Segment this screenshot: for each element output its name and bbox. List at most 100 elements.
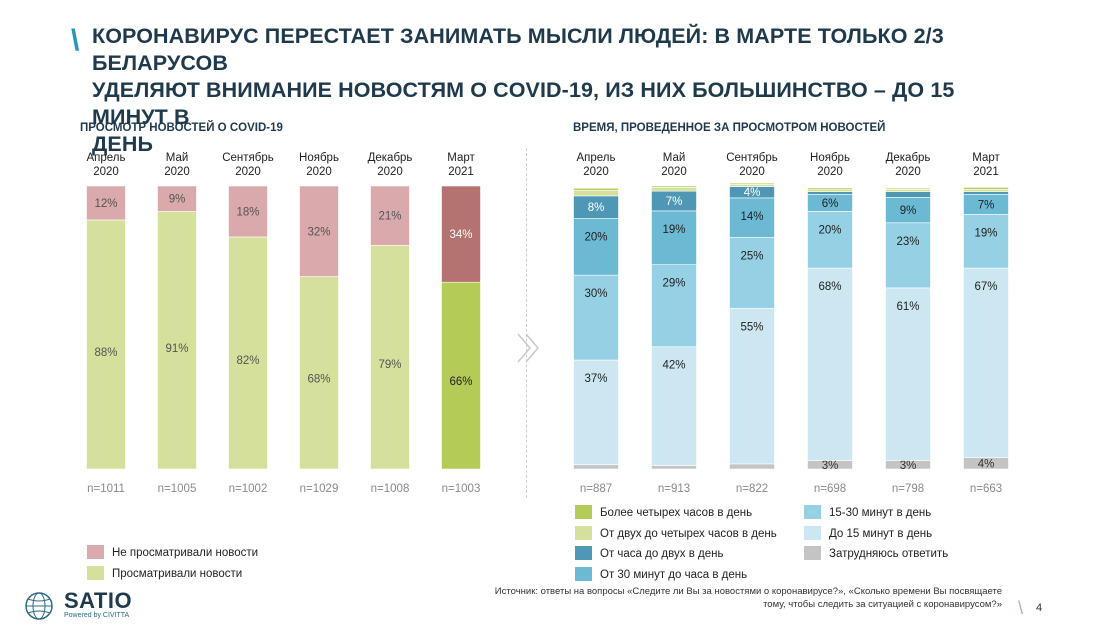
legend-swatch <box>87 545 104 559</box>
legend-item-m30to60: От 30 минут до часа в день <box>575 566 748 581</box>
legend-item-not-viewed: Не просматривали новости <box>87 545 258 559</box>
category-label: Декабрь <box>886 152 931 164</box>
category-label: Декабрь <box>368 152 413 164</box>
bar-segment <box>807 191 853 195</box>
category-label: 2020 <box>235 166 261 178</box>
category-label: Ноябрь <box>810 152 850 164</box>
category-label: 2021 <box>448 166 474 178</box>
legend-label: От 30 минут до часа в день <box>600 568 748 581</box>
data-label: 9% <box>900 205 917 217</box>
legend-swatch <box>575 525 592 540</box>
data-label: 68% <box>307 374 330 386</box>
data-label: 37% <box>584 373 607 385</box>
sample-size-label: n=887 <box>580 483 612 495</box>
bar-segment <box>807 267 853 461</box>
legend-item-upto15: До 15 минут в день <box>804 525 932 540</box>
bar-segment <box>963 187 1009 190</box>
sample-size-label: n=1003 <box>442 483 481 495</box>
category-label: Сентябрь <box>726 152 778 164</box>
sample-size-label: n=822 <box>736 483 768 495</box>
bar-segment <box>573 189 619 197</box>
bar-segment <box>228 236 268 470</box>
data-label: 66% <box>449 376 472 388</box>
category-label: 2021 <box>973 166 999 178</box>
chart-divider <box>526 148 527 498</box>
category-label: 2020 <box>817 166 843 178</box>
bar-segment <box>651 185 697 188</box>
data-label: 20% <box>584 232 607 244</box>
data-label: 8% <box>588 202 605 214</box>
category-label: 2020 <box>377 166 403 178</box>
category-label: 2020 <box>164 166 190 178</box>
data-label: 42% <box>662 360 685 372</box>
data-label: 21% <box>378 211 401 223</box>
category-label: 2020 <box>93 166 119 178</box>
data-label: 91% <box>165 343 188 355</box>
data-label: 9% <box>169 194 186 206</box>
category-label: 2020 <box>583 166 609 178</box>
legend-swatch <box>804 505 821 519</box>
data-label: 3% <box>822 460 839 472</box>
sample-size-label: n=798 <box>892 483 924 495</box>
sample-size-label: n=1002 <box>229 483 268 495</box>
legend-swatch <box>575 546 592 560</box>
bar-segment <box>651 210 697 265</box>
bar-segment <box>299 276 339 470</box>
data-label: 7% <box>978 199 995 211</box>
data-label: 29% <box>662 278 685 290</box>
sample-size-label: n=698 <box>814 483 846 495</box>
legend-swatch <box>575 566 592 581</box>
bar-segment <box>573 359 619 466</box>
title-slash: \ <box>71 24 80 57</box>
bar-segment <box>885 191 931 198</box>
data-label: 6% <box>822 198 839 210</box>
bar-segment <box>228 185 268 238</box>
data-label: 32% <box>307 226 330 238</box>
category-label: Март <box>972 152 1000 164</box>
sample-size-label: n=1011 <box>87 483 125 495</box>
category-label: 2020 <box>895 166 921 178</box>
legend-label: От часа до двух в день <box>600 548 724 560</box>
bar-segment <box>573 274 619 361</box>
legend-label: 15-30 минут в день <box>829 507 932 519</box>
bar-segment <box>157 185 197 212</box>
bar-segment <box>441 281 481 470</box>
left-chart-title: ПРОСМОТР НОВОСТЕЙ О COVID-19 <box>80 122 283 134</box>
logo-name: SATIO <box>64 588 133 613</box>
data-label: 61% <box>896 301 919 313</box>
bar-segment <box>963 191 1009 195</box>
chevron-right-icon <box>517 333 539 363</box>
data-label: 25% <box>740 251 763 263</box>
legend-item-h1to2: От часа до двух в день <box>575 546 723 560</box>
legend-item-h2to4: От двух до четырех часов в день <box>575 525 777 540</box>
bar-segment <box>573 187 619 191</box>
category-label: Апрель <box>86 152 125 164</box>
category-label: Март <box>447 152 475 164</box>
data-label: 19% <box>974 227 997 239</box>
bar-segment <box>963 267 1009 458</box>
category-label: Май <box>166 152 189 164</box>
bar-segment <box>651 465 697 470</box>
legend-label: От двух до четырех часов в день <box>600 527 777 540</box>
legend-item-m15to30: 15-30 минут в день <box>804 505 931 519</box>
data-label: 19% <box>662 224 685 236</box>
bar-segment <box>370 245 410 470</box>
bar-segment <box>651 187 697 192</box>
legend-item-more4h: Более четырех часов в день <box>575 505 752 519</box>
category-label: 2020 <box>306 166 332 178</box>
bar-segment <box>729 237 775 309</box>
bar-segment <box>299 185 339 277</box>
bar-segment <box>729 463 775 470</box>
data-label: 79% <box>378 359 401 371</box>
data-label: 82% <box>236 355 259 367</box>
legend-label: Более четырех часов в день <box>600 507 753 519</box>
sample-size-label: n=1029 <box>300 483 339 495</box>
bar-segment <box>370 185 410 246</box>
category-label: 2020 <box>739 166 765 178</box>
page-title: КОРОНАВИРУС ПЕРЕСТАЕТ ЗАНИМАТЬ МЫСЛИ ЛЮД… <box>92 24 955 156</box>
legend-swatch <box>804 525 821 540</box>
bar-segment <box>885 187 931 190</box>
category-label: Ноябрь <box>299 152 339 164</box>
right-chart-title: ВРЕМЯ, ПРОВЕДЕННОЕ ЗА ПРОСМОТРОМ НОВОСТЕ… <box>573 122 886 134</box>
